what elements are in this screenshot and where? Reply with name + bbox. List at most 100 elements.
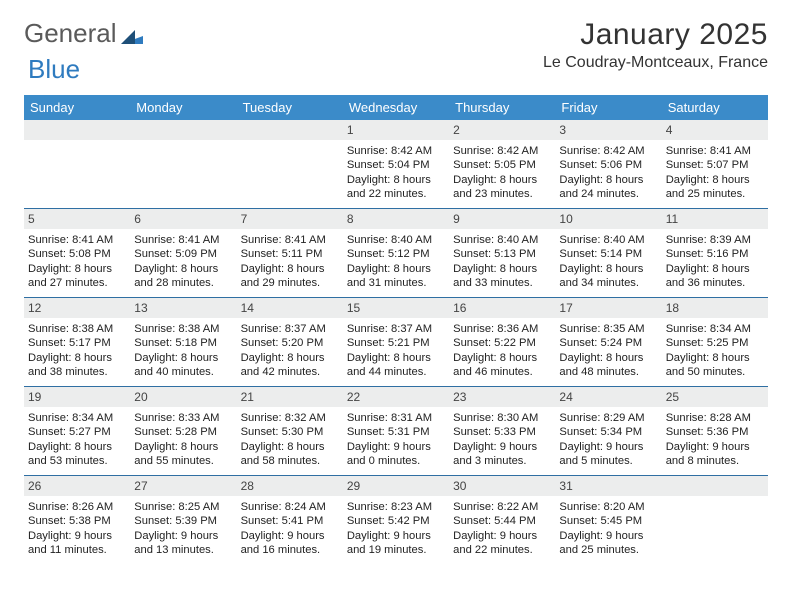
sunset-text: Sunset: 5:39 PM <box>134 514 232 528</box>
day-b-text: and 25 minutes. <box>666 187 764 201</box>
calendar-day: 14Sunrise: 8:37 AMSunset: 5:20 PMDayligh… <box>237 298 343 386</box>
day-number-stripe: 14 <box>237 298 343 318</box>
logo: General <box>24 18 145 49</box>
sunset-text: Sunset: 5:13 PM <box>453 247 551 261</box>
day-a-text: Daylight: 8 hours <box>134 440 232 454</box>
day-number-stripe: 9 <box>449 209 555 229</box>
day-number-stripe: 20 <box>130 387 236 407</box>
day-b-text: and 58 minutes. <box>241 454 339 468</box>
day-a-text: Daylight: 8 hours <box>28 440 126 454</box>
day-b-text: and 22 minutes. <box>453 543 551 557</box>
day-header: Wednesday <box>343 95 449 120</box>
day-b-text: and 28 minutes. <box>134 276 232 290</box>
day-number-stripe: 8 <box>343 209 449 229</box>
sunrise-text: Sunrise: 8:32 AM <box>241 411 339 425</box>
calendar-week: ...1Sunrise: 8:42 AMSunset: 5:04 PMDayli… <box>24 120 768 209</box>
calendar-day: 22Sunrise: 8:31 AMSunset: 5:31 PMDayligh… <box>343 387 449 475</box>
day-b-text: and 23 minutes. <box>453 187 551 201</box>
day-number-stripe: 18 <box>662 298 768 318</box>
day-number: 27 <box>134 479 232 493</box>
day-number-stripe: 22 <box>343 387 449 407</box>
day-a-text: Daylight: 9 hours <box>347 529 445 543</box>
calendar-day: 29Sunrise: 8:23 AMSunset: 5:42 PMDayligh… <box>343 476 449 564</box>
day-a-text: Daylight: 8 hours <box>28 262 126 276</box>
sunset-text: Sunset: 5:36 PM <box>666 425 764 439</box>
calendar-day: 13Sunrise: 8:38 AMSunset: 5:18 PMDayligh… <box>130 298 236 386</box>
day-b-text: and 48 minutes. <box>559 365 657 379</box>
day-number: 31 <box>559 479 657 493</box>
day-header: Friday <box>555 95 661 120</box>
sunrise-text: Sunrise: 8:34 AM <box>666 322 764 336</box>
day-a-text: Daylight: 9 hours <box>241 529 339 543</box>
day-number: 9 <box>453 212 551 226</box>
day-number-stripe: 1 <box>343 120 449 140</box>
title-block: January 2025 Le Coudray-Montceaux, Franc… <box>543 18 768 72</box>
sunrise-text: Sunrise: 8:41 AM <box>28 233 126 247</box>
day-b-text: and 46 minutes. <box>453 365 551 379</box>
sunrise-text: Sunrise: 8:38 AM <box>28 322 126 336</box>
sunrise-text: Sunrise: 8:42 AM <box>559 144 657 158</box>
sunset-text: Sunset: 5:17 PM <box>28 336 126 350</box>
calendar-day: . <box>24 120 130 208</box>
sunset-text: Sunset: 5:25 PM <box>666 336 764 350</box>
day-number: 5 <box>28 212 126 226</box>
day-a-text: Daylight: 8 hours <box>559 262 657 276</box>
day-a-text: Daylight: 8 hours <box>453 262 551 276</box>
day-number: 10 <box>559 212 657 226</box>
day-number-stripe: 7 <box>237 209 343 229</box>
sunrise-text: Sunrise: 8:31 AM <box>347 411 445 425</box>
sunset-text: Sunset: 5:33 PM <box>453 425 551 439</box>
day-b-text: and 36 minutes. <box>666 276 764 290</box>
calendar-day: . <box>130 120 236 208</box>
day-a-text: Daylight: 8 hours <box>666 173 764 187</box>
day-a-text: Daylight: 9 hours <box>28 529 126 543</box>
day-b-text: and 3 minutes. <box>453 454 551 468</box>
sunrise-text: Sunrise: 8:25 AM <box>134 500 232 514</box>
day-number: 4 <box>666 123 764 137</box>
day-number: 11 <box>666 212 764 226</box>
day-a-text: Daylight: 8 hours <box>134 351 232 365</box>
day-a-text: Daylight: 8 hours <box>559 173 657 187</box>
day-header: Monday <box>130 95 236 120</box>
day-a-text: Daylight: 8 hours <box>347 173 445 187</box>
calendar-day: 3Sunrise: 8:42 AMSunset: 5:06 PMDaylight… <box>555 120 661 208</box>
day-b-text: and 44 minutes. <box>347 365 445 379</box>
sunset-text: Sunset: 5:34 PM <box>559 425 657 439</box>
day-header: Tuesday <box>237 95 343 120</box>
day-a-text: Daylight: 8 hours <box>347 262 445 276</box>
day-number: 6 <box>134 212 232 226</box>
day-number: 17 <box>559 301 657 315</box>
day-number: 18 <box>666 301 764 315</box>
calendar-day: 10Sunrise: 8:40 AMSunset: 5:14 PMDayligh… <box>555 209 661 297</box>
day-number: 12 <box>28 301 126 315</box>
day-number-stripe: 30 <box>449 476 555 496</box>
day-a-text: Daylight: 8 hours <box>241 440 339 454</box>
calendar-day: 24Sunrise: 8:29 AMSunset: 5:34 PMDayligh… <box>555 387 661 475</box>
calendar-day: 20Sunrise: 8:33 AMSunset: 5:28 PMDayligh… <box>130 387 236 475</box>
day-b-text: and 5 minutes. <box>559 454 657 468</box>
day-number-stripe: . <box>130 120 236 140</box>
sunrise-text: Sunrise: 8:36 AM <box>453 322 551 336</box>
sunset-text: Sunset: 5:05 PM <box>453 158 551 172</box>
day-a-text: Daylight: 8 hours <box>28 351 126 365</box>
sunrise-text: Sunrise: 8:28 AM <box>666 411 764 425</box>
calendar-day: 11Sunrise: 8:39 AMSunset: 5:16 PMDayligh… <box>662 209 768 297</box>
sunrise-text: Sunrise: 8:41 AM <box>666 144 764 158</box>
sunrise-text: Sunrise: 8:41 AM <box>241 233 339 247</box>
day-a-text: Daylight: 9 hours <box>134 529 232 543</box>
sunset-text: Sunset: 5:18 PM <box>134 336 232 350</box>
day-a-text: Daylight: 9 hours <box>347 440 445 454</box>
day-b-text: and 34 minutes. <box>559 276 657 290</box>
day-header: Saturday <box>662 95 768 120</box>
calendar-day: 4Sunrise: 8:41 AMSunset: 5:07 PMDaylight… <box>662 120 768 208</box>
calendar-week: 12Sunrise: 8:38 AMSunset: 5:17 PMDayligh… <box>24 298 768 387</box>
day-number-stripe: 17 <box>555 298 661 318</box>
day-number: 7 <box>241 212 339 226</box>
calendar-day: . <box>662 476 768 564</box>
day-number-stripe: 29 <box>343 476 449 496</box>
day-a-text: Daylight: 8 hours <box>559 351 657 365</box>
calendar-day: 23Sunrise: 8:30 AMSunset: 5:33 PMDayligh… <box>449 387 555 475</box>
logo-text-blue: Blue <box>28 54 80 85</box>
day-a-text: Daylight: 8 hours <box>347 351 445 365</box>
calendar-week: 5Sunrise: 8:41 AMSunset: 5:08 PMDaylight… <box>24 209 768 298</box>
